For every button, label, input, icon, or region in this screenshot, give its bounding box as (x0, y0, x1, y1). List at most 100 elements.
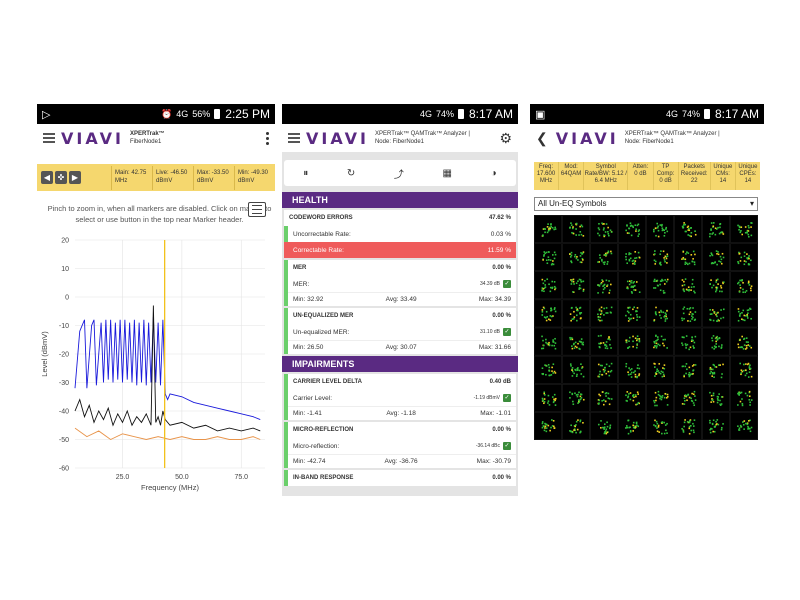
constellation-cell[interactable] (562, 215, 590, 243)
refresh-icon[interactable]: ↻ (346, 167, 356, 179)
overflow-menu-icon[interactable] (266, 131, 269, 145)
constellation-cell[interactable] (562, 384, 590, 412)
constellation-cell[interactable] (702, 412, 730, 440)
constellation-cell[interactable] (618, 327, 646, 356)
constellation-cell[interactable] (702, 355, 730, 384)
check-icon[interactable]: ✓ (503, 394, 511, 402)
constellation-cell[interactable] (534, 327, 562, 356)
in-band-response-card[interactable]: IN-BAND RESPONSE 0.00 % (284, 470, 516, 486)
constellation-cell[interactable] (730, 215, 758, 243)
micro-reflection-card[interactable]: MICRO-REFLECTION 0.00 % Micro-reflection:… (284, 422, 516, 468)
constellation-cell[interactable] (730, 271, 758, 300)
constellation-cell[interactable] (674, 299, 702, 328)
constellation-cell[interactable] (534, 243, 562, 271)
constellation-cell[interactable] (702, 215, 730, 243)
prev-marker-button[interactable]: ◀ (41, 171, 53, 184)
constellation-cell[interactable] (674, 384, 702, 412)
constellation-cell[interactable] (646, 412, 674, 440)
viavi-logo: VIAVI (306, 128, 369, 148)
constellation-cell[interactable] (646, 327, 674, 356)
mer-card[interactable]: MER 0.00 % MER: 34.39 dB ✓ Min: 32.92 Avg: 3… (284, 260, 516, 306)
spectrum-chart[interactable]: 20 10 0 -10 -20 -30 -40 -50 -60 25.0 50.0 75.0 Frequ… (37, 234, 275, 496)
constellation-cell[interactable] (674, 412, 702, 440)
constellation-cell[interactable] (562, 243, 590, 271)
unequalized-mer-card[interactable]: UN-EQUALIZED MER 0.00 % Un-equalized MER:… (284, 308, 516, 354)
constellation-cell[interactable] (534, 355, 562, 384)
constellation-cell[interactable] (562, 327, 590, 356)
constellation-cell[interactable] (590, 215, 618, 243)
constellation-cell[interactable] (702, 384, 730, 412)
constellation-cell[interactable] (674, 215, 702, 243)
check-icon[interactable]: ✓ (503, 442, 511, 450)
constellation-cell[interactable] (534, 384, 562, 412)
constellation-cell[interactable] (730, 327, 758, 356)
constellation-grid[interactable] (534, 215, 758, 440)
constellation-cell[interactable] (590, 299, 618, 328)
constellation-cell[interactable] (730, 243, 758, 271)
constellation-cell[interactable] (702, 327, 730, 356)
codeword-errors-card[interactable]: CODEWORD ERRORS 47.62 % (284, 210, 516, 226)
constellation-cell[interactable] (590, 243, 618, 271)
constellation-cell[interactable] (646, 299, 674, 328)
constellation-cell[interactable] (618, 271, 646, 300)
menu-icon[interactable] (288, 133, 300, 143)
constellation-cell[interactable] (702, 271, 730, 300)
constellation-cell[interactable] (646, 355, 674, 384)
constellation-cell[interactable] (646, 271, 674, 300)
constellation-cell[interactable] (590, 355, 618, 384)
constellation-cell[interactable] (702, 243, 730, 271)
constellation-cell[interactable] (534, 215, 562, 243)
carrier-level-card[interactable]: CARRIER LEVEL DELTA 0.40 dB Carrier Level… (284, 374, 516, 420)
constellation-cell[interactable] (534, 412, 562, 440)
constellation-cell[interactable] (730, 355, 758, 384)
constellation-cell[interactable] (590, 327, 618, 356)
constellation-cell[interactable] (618, 355, 646, 384)
constellation-cell[interactable] (674, 355, 702, 384)
constellation-cell[interactable] (618, 243, 646, 271)
x-tick-label: 50.0 (175, 474, 189, 481)
constellation-cell[interactable] (646, 215, 674, 243)
constellation-cell[interactable] (730, 384, 758, 412)
next-marker-button[interactable]: ▶ (69, 171, 81, 184)
constellation-cell[interactable] (674, 327, 702, 356)
constellation-cell[interactable] (646, 384, 674, 412)
constellation-cell[interactable] (702, 299, 730, 328)
list-icon[interactable] (248, 202, 266, 217)
constellation-cell[interactable] (674, 271, 702, 300)
contrast-icon[interactable]: ◑ (490, 167, 497, 179)
marker-main[interactable]: Main: 42.75 MHz (111, 165, 152, 190)
constellation-cell[interactable] (590, 271, 618, 300)
constellation-cell[interactable] (562, 299, 590, 328)
back-icon[interactable]: ❮ (536, 129, 548, 146)
center-marker-button[interactable]: ✜ (55, 171, 67, 184)
battery-icon (703, 109, 710, 119)
constellation-cell[interactable] (534, 299, 562, 328)
constellation-cell[interactable] (562, 412, 590, 440)
constellation-cell[interactable] (730, 412, 758, 440)
check-icon[interactable]: ✓ (503, 328, 511, 336)
constellation-cell[interactable] (618, 299, 646, 328)
constellation-cell[interactable] (674, 243, 702, 271)
trend-chart-icon[interactable]: ⤴ (393, 169, 404, 181)
status-bar: ▣ 4G 74% 8:17 AM (530, 104, 764, 124)
constellation-cell[interactable] (618, 412, 646, 440)
constellation-cell[interactable] (590, 412, 618, 440)
y-tick-label: -20 (59, 352, 69, 359)
pause-icon[interactable]: ⏸ (303, 167, 309, 179)
menu-icon[interactable] (43, 133, 55, 143)
constellation-cell[interactable] (618, 215, 646, 243)
marker-max[interactable]: Max: -33.50 dBmV (193, 165, 234, 190)
constellation-cell[interactable] (618, 384, 646, 412)
constellation-cell[interactable] (562, 271, 590, 300)
settings-gear-icon[interactable]: ⚙ (499, 129, 512, 146)
table-icon[interactable]: ▦ (442, 167, 452, 179)
constellation-cell[interactable] (646, 243, 674, 271)
constellation-cell[interactable] (534, 271, 562, 300)
symbol-filter-select[interactable]: All Un-EQ Symbols ▾ (534, 197, 758, 211)
constellation-cell[interactable] (590, 384, 618, 412)
constellation-cell[interactable] (730, 299, 758, 328)
check-icon[interactable]: ✓ (503, 280, 511, 288)
marker-min[interactable]: Min: -49.30 dBmV (234, 165, 275, 190)
constellation-cell[interactable] (562, 355, 590, 384)
marker-live[interactable]: Live: -46.50 dBmV (152, 165, 193, 190)
